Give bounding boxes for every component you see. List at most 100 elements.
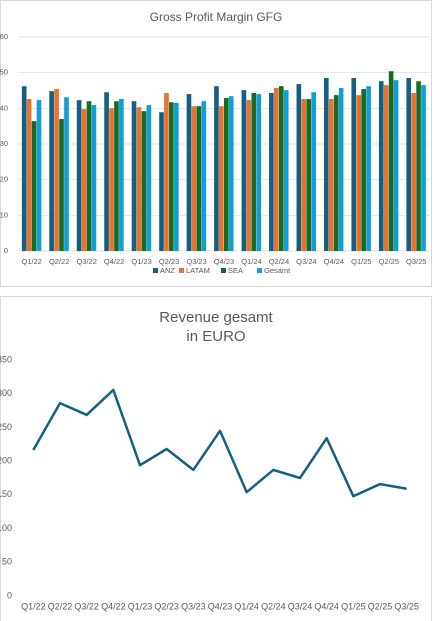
chart-frame	[0, 296, 432, 621]
y-tick-label: 50	[2, 557, 12, 567]
x-tick-label: Q4/22	[104, 257, 124, 266]
bar	[356, 95, 362, 252]
bar	[76, 100, 82, 251]
x-tick-label: Q1/23	[128, 601, 153, 611]
bar	[81, 109, 87, 252]
bar	[328, 99, 334, 251]
bar	[311, 92, 316, 252]
bar	[273, 88, 279, 252]
x-tick-label: Q2/25	[368, 601, 393, 611]
x-tick-label: Q3/24	[288, 601, 313, 611]
bar	[421, 85, 426, 252]
bar	[278, 86, 284, 251]
bar	[114, 101, 119, 251]
x-tick-label: Q1/25	[341, 601, 366, 611]
legend-swatch	[221, 268, 226, 273]
bar	[136, 107, 142, 251]
bar	[174, 102, 179, 251]
bar	[196, 106, 202, 252]
bar	[104, 92, 109, 252]
y-tick-label: 0	[4, 246, 8, 255]
bar	[383, 85, 389, 252]
x-tick-label: Q4/23	[214, 257, 234, 266]
x-tick-label: Q4/23	[208, 601, 233, 611]
bar	[256, 94, 262, 251]
bar	[361, 89, 366, 251]
y-tick-label: 100	[0, 523, 12, 533]
x-tick-label: Q1/24	[241, 257, 261, 266]
bar	[224, 97, 229, 252]
x-tick-label: Q3/23	[181, 601, 206, 611]
bar	[91, 105, 97, 251]
x-tick-label: Q2/23	[159, 257, 179, 266]
bar	[366, 86, 371, 251]
chart-title: in EURO	[186, 328, 245, 345]
bar	[159, 112, 164, 251]
bar	[164, 92, 169, 251]
x-tick-label: Q2/24	[269, 257, 289, 266]
x-tick-label: Q1/22	[22, 257, 42, 266]
y-tick-label: 350	[0, 354, 12, 364]
bar	[219, 106, 224, 252]
y-tick-label: 20	[0, 175, 8, 184]
bar	[36, 100, 42, 251]
x-tick-label: Q1/24	[234, 601, 259, 611]
bar	[411, 92, 416, 251]
legend-label: LATAM	[186, 266, 210, 275]
x-tick-label: Q3/22	[74, 601, 99, 611]
bar	[306, 99, 312, 251]
y-tick-label: 40	[0, 103, 8, 112]
bar	[228, 96, 234, 251]
x-tick-label: Q3/24	[296, 257, 316, 266]
x-tick-label: Q2/24	[261, 601, 286, 611]
x-tick-label: Q4/22	[101, 601, 126, 611]
bar	[269, 92, 274, 251]
legend-label: Gesamt	[264, 266, 291, 275]
bar	[186, 94, 192, 251]
bar	[241, 90, 247, 251]
bar	[54, 89, 59, 251]
bar	[251, 92, 257, 251]
bar	[49, 91, 54, 251]
y-tick-label: 60	[0, 32, 8, 41]
bar	[131, 101, 137, 251]
x-tick-label: Q2/23	[154, 601, 179, 611]
y-tick-label: 150	[0, 489, 12, 499]
line	[32, 388, 407, 498]
bar	[214, 86, 219, 251]
bar	[333, 95, 339, 252]
bar	[338, 88, 344, 252]
x-tick-label: Q2/25	[379, 257, 399, 266]
x-tick-label: Q3/25	[394, 601, 419, 611]
x-tick-label: Q3/25	[406, 257, 426, 266]
chart-title: Revenue gesamt	[159, 309, 273, 326]
x-tick-label: Q2/22	[49, 257, 69, 266]
x-tick-label: Q1/23	[131, 257, 151, 266]
legend-label: SEA	[228, 266, 243, 275]
bar	[191, 106, 197, 252]
bar	[31, 121, 37, 251]
x-tick-label: Q1/22	[21, 601, 46, 611]
x-tick-label: Q1/25	[351, 257, 371, 266]
y-tick-label: 250	[0, 422, 12, 432]
x-tick-label: Q2/22	[48, 601, 73, 611]
bar	[109, 108, 114, 251]
bar	[393, 80, 399, 251]
legend-swatch	[179, 268, 184, 273]
y-tick-label: 0	[7, 590, 12, 600]
bar	[301, 99, 307, 251]
bar	[21, 86, 27, 251]
bar	[296, 84, 302, 251]
bar	[169, 102, 174, 252]
bar	[388, 71, 394, 252]
bar	[119, 99, 124, 251]
bar	[416, 81, 421, 251]
bar	[323, 78, 329, 252]
legend-swatch	[257, 268, 262, 273]
x-tick-label: Q3/22	[76, 257, 96, 266]
bar	[378, 81, 384, 251]
x-tick-label: Q4/24	[314, 601, 339, 611]
legend-label: ANZ	[160, 266, 175, 275]
x-tick-label: Q3/23	[186, 257, 206, 266]
